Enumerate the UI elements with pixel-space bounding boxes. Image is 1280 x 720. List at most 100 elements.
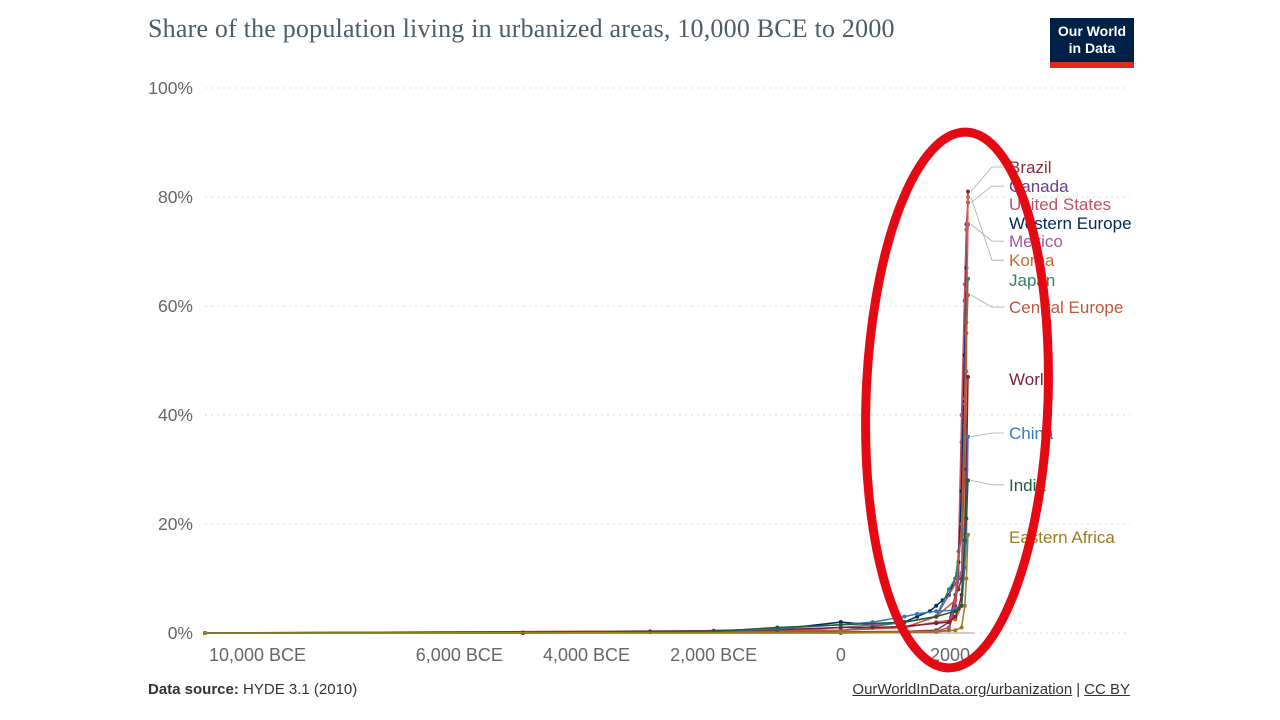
series-point <box>966 195 970 199</box>
series-point <box>203 631 207 635</box>
series-united-states[interactable] <box>203 200 970 635</box>
series-western-europe[interactable] <box>203 222 970 635</box>
series-china[interactable] <box>203 434 970 635</box>
series-brazil[interactable] <box>203 189 970 636</box>
series-line[interactable] <box>204 202 969 634</box>
series-point <box>959 625 964 630</box>
series-point <box>966 434 970 439</box>
series-point <box>962 603 967 608</box>
series-label-korea[interactable]: Korea <box>1009 251 1055 270</box>
label-connector <box>970 432 1004 438</box>
series-point <box>934 621 939 626</box>
series-label-world[interactable]: World <box>1009 370 1053 389</box>
series-japan[interactable] <box>203 276 970 635</box>
series-point <box>964 576 969 581</box>
owid-logo-line1: Our World <box>1057 23 1127 39</box>
y-tick-label: 60% <box>158 296 193 316</box>
series-mexico[interactable] <box>203 222 970 635</box>
series-label-brazil[interactable]: Brazil <box>1009 158 1052 177</box>
series-point <box>964 516 969 521</box>
series-eastern-africa[interactable] <box>203 532 970 635</box>
series-point <box>959 522 964 526</box>
label-connector <box>970 185 1004 203</box>
series-point <box>966 532 970 537</box>
y-tick-label: 80% <box>158 187 193 207</box>
series-point <box>953 628 958 633</box>
x-tick-label: 0 <box>836 645 846 665</box>
series-point <box>966 189 970 194</box>
series-point <box>953 609 958 614</box>
owid-url-link[interactable]: OurWorldInData.org/urbanization <box>852 681 1073 698</box>
series-point <box>838 630 843 635</box>
series-point <box>959 413 964 417</box>
series-point <box>934 603 939 608</box>
series-point <box>946 620 951 625</box>
series-point <box>953 614 958 619</box>
x-tick-label: 4,000 BCE <box>543 645 630 665</box>
series-point <box>959 603 964 608</box>
series-point <box>902 614 907 619</box>
footer-links: OurWorldInData.org/urbanization | CC BY <box>852 681 1130 698</box>
x-tick-label: 10,000 BCE <box>209 645 306 665</box>
series-india[interactable] <box>203 478 970 635</box>
series-point <box>775 625 780 630</box>
series-point <box>964 331 969 336</box>
series-point <box>946 625 951 630</box>
series-line[interactable] <box>204 534 969 634</box>
cc-by-link[interactable]: CC BY <box>1084 681 1130 698</box>
label-connector <box>970 294 1004 308</box>
y-tick-label: 20% <box>158 514 193 534</box>
data-source: Data source: HYDE 3.1 (2010) <box>148 681 357 698</box>
series-label-western-europe[interactable]: Western Europe <box>1009 214 1132 233</box>
series-central-europe[interactable] <box>203 293 970 635</box>
y-tick-label: 40% <box>158 405 193 425</box>
label-connector <box>970 166 1004 192</box>
data-source-value: HYDE 3.1 (2010) <box>243 681 358 698</box>
series-point <box>946 587 951 592</box>
series-point <box>966 478 970 483</box>
series-line[interactable] <box>204 224 969 634</box>
series-label-united-states[interactable]: United States <box>1009 195 1111 214</box>
y-tick-label: 0% <box>168 623 193 643</box>
series-point <box>934 629 939 634</box>
series-world[interactable] <box>203 374 970 635</box>
series-point <box>953 598 958 603</box>
series-canada[interactable] <box>203 200 970 635</box>
series-line[interactable] <box>205 191 969 634</box>
series-point <box>870 625 875 630</box>
footer-separator: | <box>1076 681 1081 698</box>
series-line[interactable] <box>204 436 969 634</box>
highlight-ellipse-annotation <box>861 127 1053 673</box>
y-tick-label: 100% <box>148 78 193 98</box>
series-line[interactable] <box>204 480 969 634</box>
series-point <box>934 614 939 619</box>
owid-logo-line2: in Data <box>1068 40 1116 56</box>
series-line[interactable] <box>204 278 969 634</box>
x-axis-labels: 10,000 BCE 6,000 BCE 4,000 BCE 2,000 BCE 0 20… <box>209 645 970 665</box>
series-lines <box>203 189 970 636</box>
x-tick-label: 6,000 BCE <box>416 645 503 665</box>
data-source-label: Data source: <box>148 681 239 698</box>
chart-title: Share of the population living in urbani… <box>148 14 895 43</box>
series-label-japan[interactable]: Japan <box>1009 271 1055 290</box>
series-point <box>962 402 967 407</box>
owid-logo[interactable]: Our World in Data <box>1050 18 1134 68</box>
series-label-central-europe[interactable]: Central Europe <box>1009 298 1123 317</box>
series-point <box>962 538 967 543</box>
series-line[interactable] <box>204 224 969 634</box>
x-tick-label: 2000 <box>930 645 970 665</box>
series-line[interactable] <box>204 295 969 634</box>
series-point <box>966 374 970 379</box>
y-axis-labels: 0% 20% 40% 60% 80% 100% <box>148 78 193 643</box>
gridlines <box>205 87 1130 634</box>
series-point <box>934 609 939 614</box>
series-line[interactable] <box>205 202 969 634</box>
x-tick-label: 2,000 BCE <box>670 645 757 665</box>
series-point <box>838 622 843 627</box>
label-connector <box>970 196 1004 261</box>
label-connector <box>970 480 1004 486</box>
series-point <box>966 293 970 298</box>
label-connector <box>970 223 1004 242</box>
series-point <box>915 611 920 616</box>
